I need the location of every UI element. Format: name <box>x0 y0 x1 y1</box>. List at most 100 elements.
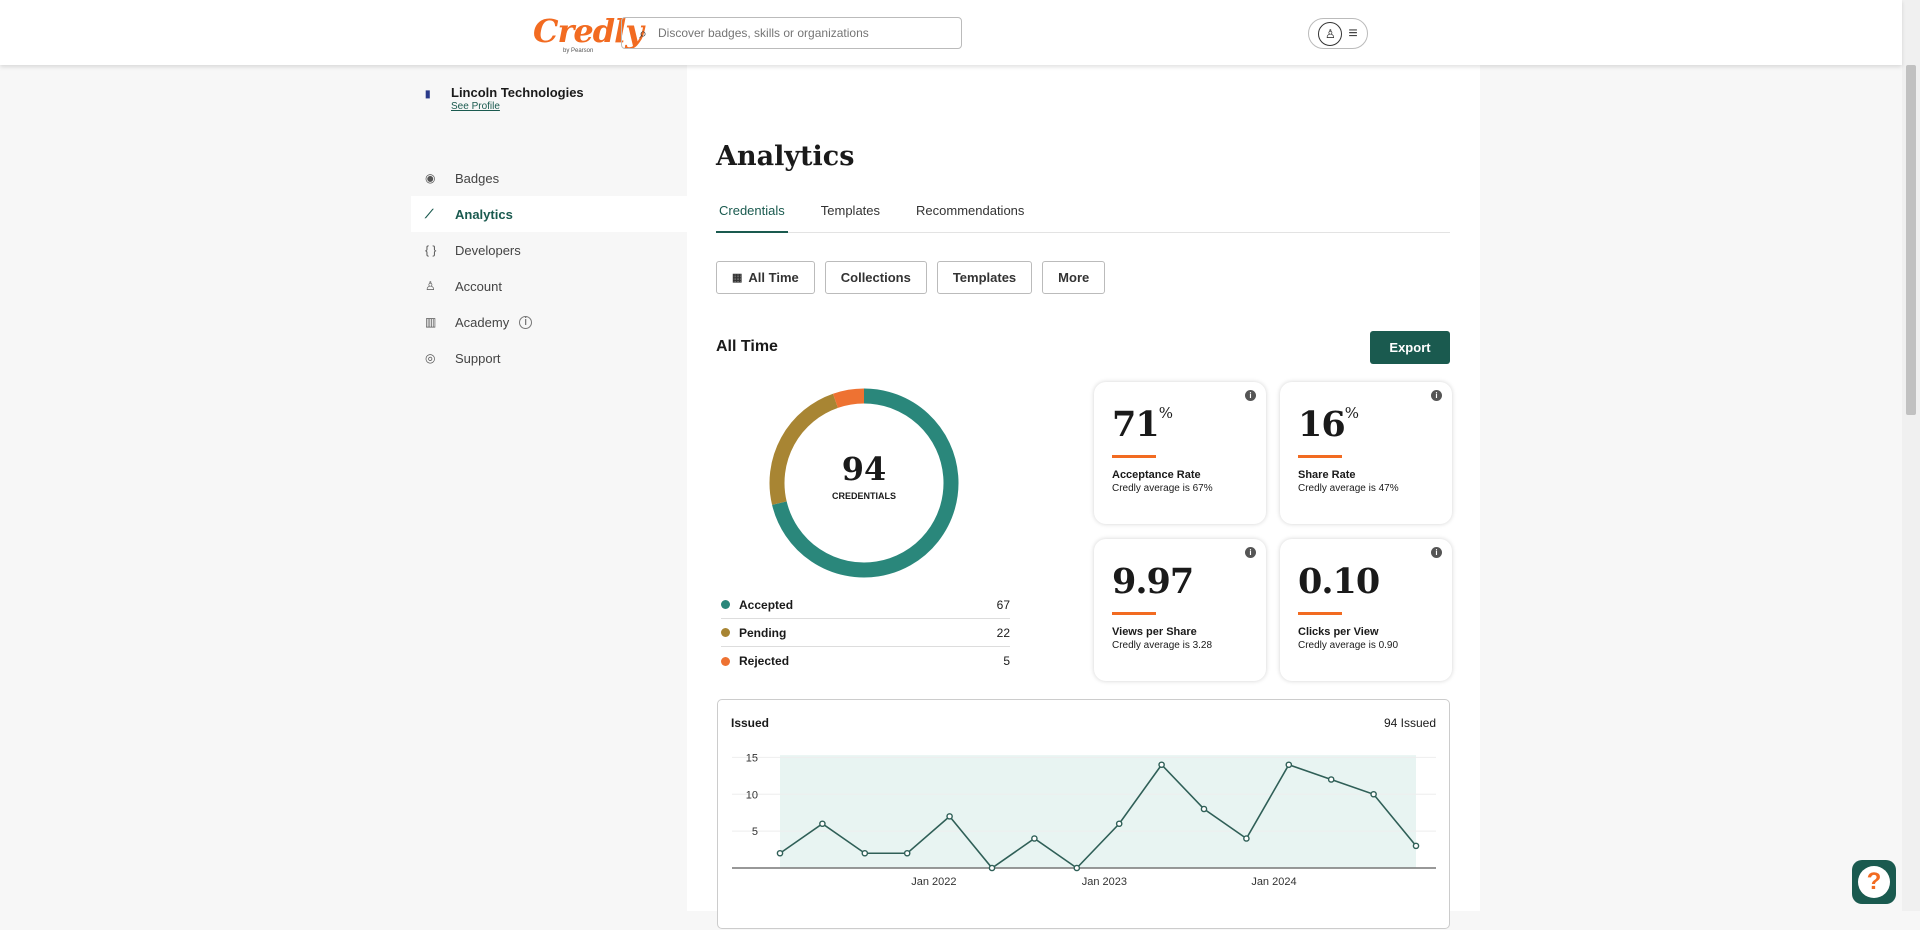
y-tick-label: 10 <box>746 789 758 801</box>
legend-label: Accepted <box>739 597 794 612</box>
data-point[interactable] <box>1073 864 1081 872</box>
donut-legend: Accepted 67 Pending 22 Rejected 5 <box>721 591 1010 675</box>
all-time-filter-button[interactable]: ▦ All Time <box>716 261 815 294</box>
views-per-share-card: i 9.97 Views per Share Credly average is 3.… <box>1094 539 1266 681</box>
lifebuoy-icon: ◎ <box>425 351 436 365</box>
data-point[interactable] <box>1115 820 1123 828</box>
credly-logo[interactable]: Credly by Pearson <box>533 12 644 54</box>
legend-row-accepted: Accepted 67 <box>721 591 1010 619</box>
tab-templates[interactable]: Templates <box>820 203 881 218</box>
org-logo: ▮ <box>425 89 431 100</box>
info-icon[interactable]: i <box>1431 390 1442 401</box>
legend-dot <box>721 628 730 637</box>
collections-filter-button[interactable]: Collections <box>824 261 927 294</box>
person-icon: ♙ <box>425 279 436 293</box>
info-icon[interactable]: i <box>519 315 533 329</box>
sidebar-item-analytics[interactable]: ⟋ Analytics <box>411 196 687 232</box>
main-content: Analytics Credentials Templates Recommen… <box>687 65 1480 929</box>
search-box[interactable]: ⌕ <box>621 17 962 49</box>
metric-average: Credly average is 67% <box>1112 483 1213 494</box>
x-tick-label: Jan 2024 <box>1251 876 1296 888</box>
metric-title: Acceptance Rate <box>1112 469 1201 481</box>
donut-segment-pending <box>769 393 839 505</box>
tab-recommendations[interactable]: Recommendations <box>916 203 1025 218</box>
sidebar-item-account[interactable]: ♙ Account <box>411 268 687 304</box>
legend-value: 67 <box>996 597 1010 612</box>
user-avatar-icon: ♙ <box>1318 21 1343 46</box>
filter-label: All Time <box>748 270 799 285</box>
metric-title: Share Rate <box>1298 469 1356 481</box>
metric-title: Clicks per View <box>1298 626 1379 638</box>
data-point[interactable] <box>1200 805 1208 813</box>
legend-dot <box>721 656 730 666</box>
scrollbar-thumb[interactable] <box>1906 65 1916 415</box>
data-point[interactable] <box>1031 835 1038 842</box>
org-name: Lincoln Technologies <box>451 85 584 100</box>
templates-filter-button[interactable]: Templates <box>936 261 1033 294</box>
data-point[interactable] <box>819 820 826 828</box>
hamburger-menu-icon: ≡ <box>1348 24 1358 42</box>
share-rate-card: i 16% Share Rate Credly average is 47% <box>1280 382 1452 524</box>
legend-value: 5 <box>1003 654 1010 668</box>
data-point[interactable] <box>903 849 911 857</box>
data-point[interactable] <box>1243 835 1250 842</box>
sidebar-item-academy[interactable]: ▥ Academy i <box>411 304 687 340</box>
x-tick-label: Jan 2022 <box>911 876 956 888</box>
data-point[interactable] <box>1370 790 1377 798</box>
more-filter-button[interactable]: More <box>1042 261 1106 294</box>
help-button[interactable]: ? <box>1852 860 1896 904</box>
metric-value: 0.10 <box>1298 561 1380 602</box>
issued-chart-card: 5 10 15 Jan 2022 Jan 2023 Jan 2024 Issued 94 … <box>717 699 1450 929</box>
y-tick-label: 15 <box>746 752 758 764</box>
data-point[interactable] <box>1158 761 1165 769</box>
search-input[interactable] <box>658 26 961 40</box>
code-braces-icon: { } <box>425 243 437 257</box>
clicks-per-view-card: i 0.10 Clicks per View Credly average is 0.… <box>1280 539 1452 681</box>
sidebar-item-support[interactable]: ◎ Support <box>411 340 687 376</box>
chart-range-band <box>780 755 1416 868</box>
sidebar-item-badges[interactable]: ◉ Badges <box>411 160 687 196</box>
donut-segment-accepted <box>772 388 959 578</box>
search-icon: ⌕ <box>639 24 647 41</box>
sidebar-item-label: Account <box>455 278 502 294</box>
legend-row-pending: Pending 22 <box>721 619 1010 647</box>
sidebar-nav: ◉ Badges ⟋ Analytics { } Developers ♙ Accoun… <box>411 160 687 376</box>
info-icon[interactable]: i <box>1245 390 1256 401</box>
chart-title: Issued <box>731 716 770 730</box>
data-point[interactable] <box>1412 842 1420 850</box>
tab-bar: Credentials Templates Recommendations <box>716 199 1450 233</box>
info-icon[interactable]: i <box>1431 547 1442 558</box>
user-menu-button[interactable]: ♙ ≡ <box>1308 18 1368 49</box>
donut-label: CREDENTIALS <box>831 491 896 501</box>
data-point[interactable] <box>861 849 869 857</box>
help-icon: ? <box>1858 866 1890 898</box>
data-point[interactable] <box>946 813 953 820</box>
export-button[interactable]: Export <box>1370 331 1450 364</box>
filter-bar: ▦ All Time Collections Templates More <box>716 261 1106 294</box>
sidebar: ▮ Lincoln Technologies See Profile ◉ Badg… <box>411 65 687 911</box>
metric-value: 16 <box>1298 404 1346 445</box>
issued-line-chart: 5 10 15 Jan 2022 Jan 2023 Jan 2024 <box>732 752 1436 888</box>
metric-average: Credly average is 3.28 <box>1112 640 1213 651</box>
page-scrollbar[interactable] <box>1902 0 1920 911</box>
issued-total: 94 Issued <box>1383 716 1436 730</box>
legend-value: 22 <box>996 625 1010 640</box>
metric-average: Credly average is 47% <box>1298 483 1399 494</box>
data-point[interactable] <box>1285 761 1293 769</box>
accent-bar <box>1112 455 1156 458</box>
sidebar-item-label: Support <box>455 350 501 366</box>
accent-bar <box>1298 612 1342 615</box>
tab-credentials[interactable]: Credentials <box>716 199 788 233</box>
data-point[interactable] <box>988 864 996 872</box>
donut-segment-rejected <box>833 388 865 408</box>
logo-text: Credly <box>533 12 644 50</box>
legend-label: Rejected <box>739 654 790 668</box>
data-point[interactable] <box>776 849 784 857</box>
data-point[interactable] <box>1327 776 1335 783</box>
sidebar-item-label: Analytics <box>455 206 513 222</box>
info-icon[interactable]: i <box>1245 547 1256 558</box>
accent-bar <box>1112 612 1156 615</box>
see-profile-link[interactable]: See Profile <box>451 101 500 112</box>
sidebar-item-developers[interactable]: { } Developers <box>411 232 687 268</box>
